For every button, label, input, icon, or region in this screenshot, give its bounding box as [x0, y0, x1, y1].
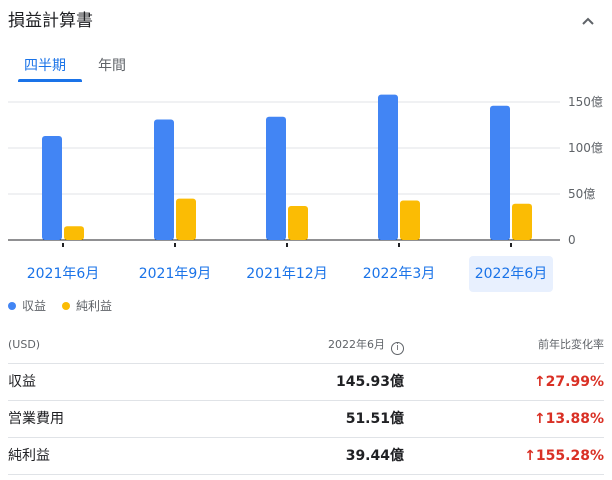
- tab-quarterly[interactable]: 四半期: [24, 58, 66, 74]
- net-income-bar: [512, 203, 532, 240]
- y-tick-label: 50億: [568, 187, 595, 201]
- legend-label-net-income: 純利益: [76, 299, 113, 313]
- income-statement-chart: 0 50億 100億 150億: [8, 94, 603, 247]
- net-income-dot-icon: [62, 302, 70, 310]
- x-tick-mark: [62, 243, 64, 247]
- x-tick-label[interactable]: 2022年6月: [469, 256, 553, 292]
- x-tick-mark: [174, 243, 176, 247]
- table-row: 純利益 39.44億 ↑155.28%: [8, 438, 604, 475]
- row-change: ↑13.88%: [533, 411, 604, 427]
- active-tab-indicator: [18, 79, 82, 82]
- x-tick-mark: [286, 243, 288, 247]
- revenue-dot-icon: [8, 302, 16, 310]
- y-tick-label: 0: [568, 233, 576, 247]
- period-header-label: 2022年6月: [328, 338, 385, 351]
- section-header: 損益計算書: [8, 10, 604, 36]
- row-label: 収益: [8, 374, 36, 390]
- revenue-bar: [490, 105, 510, 240]
- collapse-button[interactable]: [576, 10, 600, 34]
- row-label: 営業費用: [8, 411, 64, 427]
- y-tick-label: 150億: [568, 95, 603, 109]
- row-change: ↑27.99%: [533, 374, 604, 390]
- period-header: 2022年6月 i: [328, 326, 404, 364]
- row-value: 51.51億: [345, 411, 404, 427]
- financial-table: (USD) 2022年6月 i 前年比変化率 収益 145.93億 ↑27.99%…: [8, 326, 604, 475]
- x-tick-label[interactable]: 2022年3月: [362, 266, 436, 282]
- table-header: (USD) 2022年6月 i 前年比変化率: [8, 326, 604, 364]
- x-tick-label[interactable]: 2021年6月: [26, 266, 100, 282]
- legend-item-revenue: 収益: [8, 297, 46, 315]
- x-axis-labels: 2021年6月 2021年9月 2021年12月 2022年3月 2022年6月: [0, 256, 612, 292]
- row-value: 145.93億: [335, 374, 404, 390]
- info-icon[interactable]: i: [391, 342, 404, 355]
- net-income-bar: [400, 200, 420, 240]
- x-tick-label[interactable]: 2021年9月: [138, 266, 212, 282]
- table-row: 収益 145.93億 ↑27.99%: [8, 364, 604, 401]
- revenue-bar: [154, 119, 174, 240]
- x-tick-label[interactable]: 2021年12月: [246, 266, 328, 282]
- net-income-bar: [288, 205, 308, 240]
- section-title: 損益計算書: [8, 11, 93, 31]
- net-income-bar: [176, 198, 196, 240]
- chevron-up-icon: [582, 17, 594, 25]
- revenue-bar: [266, 116, 286, 240]
- legend-item-net-income: 純利益: [62, 297, 112, 315]
- x-tick-mark: [398, 243, 400, 247]
- table-row: 営業費用 51.51億 ↑13.88%: [8, 401, 604, 438]
- legend-label-revenue: 収益: [22, 299, 47, 313]
- row-label: 純利益: [8, 448, 50, 464]
- row-value: 39.44億: [345, 448, 404, 464]
- row-change: ↑155.28%: [524, 448, 604, 464]
- tab-annual[interactable]: 年間: [98, 58, 126, 74]
- revenue-bar: [42, 136, 62, 240]
- change-header: 前年比変化率: [538, 338, 604, 351]
- y-tick-label: 100億: [568, 141, 603, 155]
- unit-header: (USD): [8, 338, 41, 351]
- x-tick-mark: [510, 243, 512, 247]
- revenue-bar: [378, 94, 398, 240]
- net-income-bar: [64, 226, 84, 240]
